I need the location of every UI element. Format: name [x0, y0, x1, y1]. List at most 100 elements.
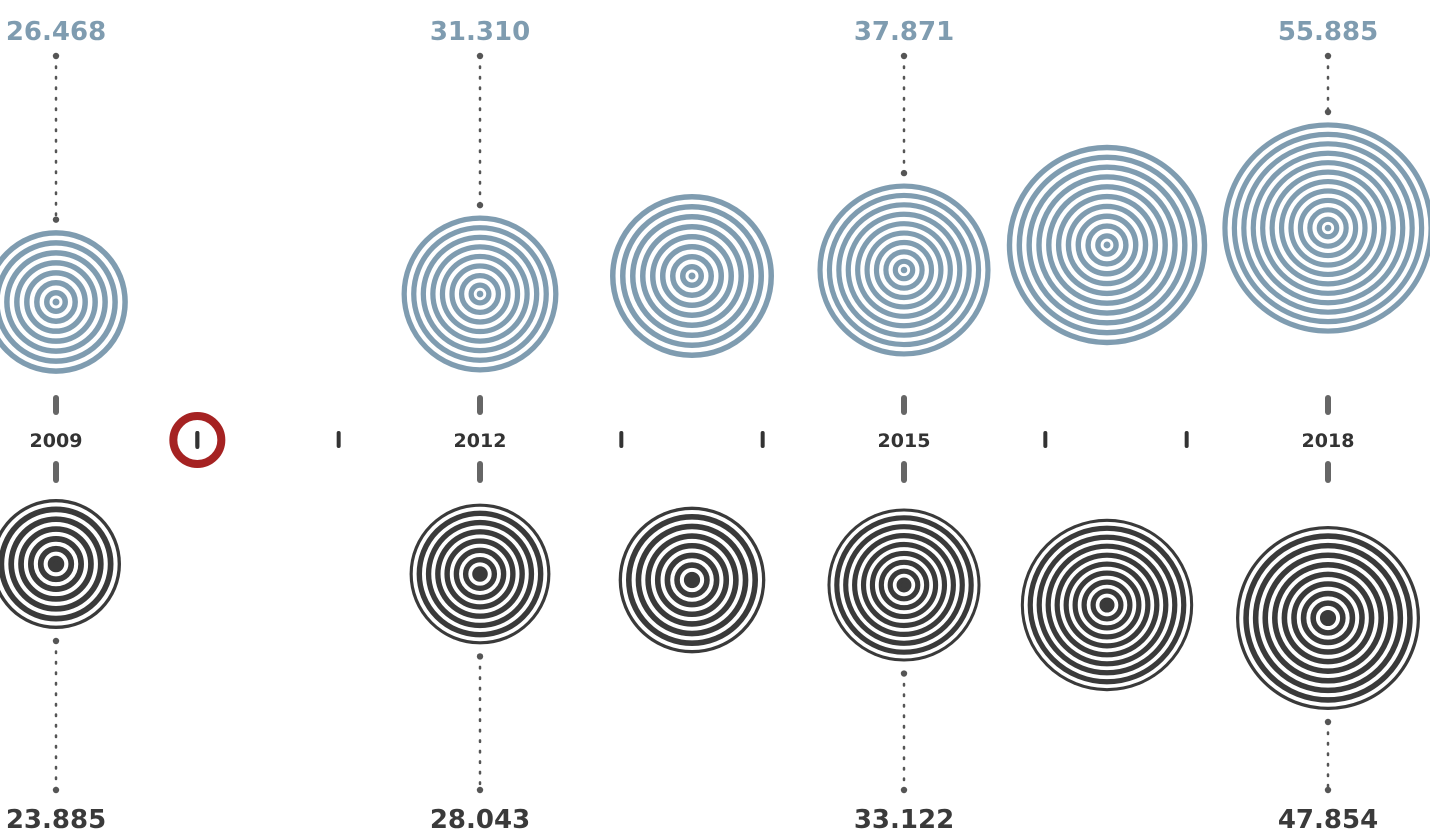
bottom-bubble-ring: [1306, 596, 1350, 640]
bottom-bubble-ring: [621, 509, 763, 651]
top-bubble-2009-ring: [44, 290, 68, 314]
top-bubble-2015-core: [900, 266, 908, 274]
bottom-bubble-ring: [449, 543, 511, 605]
top-bubble-2013-ring: [670, 254, 714, 298]
top-bubble-2018-ring: [1222, 122, 1430, 334]
top-2009-leader-end: [52, 52, 60, 60]
bottom-value-label: 28.043: [430, 805, 530, 835]
top-bubble-2018-ring: [1307, 207, 1349, 249]
bottom-bubble-ring: [660, 548, 724, 612]
top-bubble-2016-ring: [1036, 174, 1178, 316]
top-bubble-2009-ring: [34, 280, 78, 324]
top-bubble-2016-ring: [1006, 144, 1208, 346]
bottom-bubble-ring: [421, 515, 539, 633]
top-bubble-2012-ring: [411, 225, 549, 363]
top-bubble-2018-ring: [1231, 131, 1425, 325]
top-bubble-2013-ring: [650, 234, 734, 318]
top-bubble-2012-ring: [401, 215, 559, 373]
bottom-bubble-ring: [14, 522, 98, 606]
bottom-bubble-ring: [1287, 577, 1369, 659]
bottom-bubble-ring: [1032, 530, 1182, 680]
bottom-bubble-ring: [631, 519, 753, 641]
top-bubble-2018-ring: [1297, 197, 1359, 259]
bottom-bubble-ring: [1077, 575, 1137, 635]
top-bubble-2012-ring: [430, 244, 530, 344]
top-bubble-2013-ring: [610, 194, 774, 358]
top-bubble-2015-ring: [836, 202, 972, 338]
top-bubble-2018-core: [1324, 224, 1332, 232]
bottom-2009-leader-end: [52, 786, 60, 794]
bottom-bubble-ring: [1277, 567, 1379, 669]
bottom-2012-leader-end: [476, 786, 484, 794]
top-bubble-2015-ring: [845, 211, 963, 329]
bottom-bubble-ring: [857, 538, 951, 632]
bottom-bubble-ring: [459, 553, 501, 595]
bottom-bubble-ring: [1315, 605, 1341, 631]
top-bubble-2013-ring: [620, 204, 764, 348]
top-bubble-2016-ring: [1095, 233, 1119, 257]
top-bubble-2015-ring: [855, 221, 953, 319]
bottom-bubble-ring: [1023, 521, 1191, 689]
top-bubble-2018-ring: [1288, 188, 1368, 268]
bottom-2009-leader-end: [52, 637, 60, 645]
top-bubble-2018-ring: [1260, 160, 1396, 296]
bottom-bubble-ring: [1296, 586, 1360, 650]
bottom-bubble-ring: [412, 506, 548, 642]
top-bubble-2012-ring: [449, 263, 511, 325]
top-bubble-2018-ring: [1278, 178, 1378, 278]
top-bubble-2012-ring: [420, 234, 540, 354]
year-tick-label: 2012: [454, 430, 507, 452]
top-value-label: 37.871: [854, 17, 954, 47]
year-tick-label: 2009: [30, 430, 83, 452]
top-2015-leader-end: [900, 169, 908, 177]
top-value-label: 26.468: [6, 17, 106, 47]
top-bubble-2015-ring: [873, 239, 935, 301]
bottom-bubble-ring: [839, 520, 969, 650]
bottom-bubble-ring: [1068, 566, 1146, 644]
bottom-value-label: 47.854: [1278, 805, 1378, 835]
top-bubble-2013-core: [688, 272, 696, 280]
bottom-bubble-ring: [43, 551, 69, 577]
top-bubble-2016-ring: [1046, 184, 1168, 306]
bottom-bubble-ring: [848, 529, 960, 641]
bottom-bubble-core: [477, 571, 483, 577]
top-2018-leader-end: [1324, 108, 1332, 116]
bottom-value-label: 33.122: [854, 805, 954, 835]
top-bubble-2013-ring: [680, 264, 704, 288]
year-tick-label: 2018: [1302, 430, 1355, 452]
bottom-2015-leader-end: [900, 786, 908, 794]
top-bubble-2016-ring: [1016, 154, 1198, 336]
top-bubble-2009-ring: [14, 260, 98, 344]
bottom-bubble-ring: [1086, 584, 1128, 626]
bottom-bubble-ring: [468, 562, 492, 586]
bottom-bubble-ring: [866, 547, 942, 623]
bottom-2018-leader-end: [1324, 786, 1332, 794]
bottom-bubble-ring: [892, 573, 916, 597]
bottom-2012-leader-end: [476, 653, 484, 660]
bottom-bubble-ring: [874, 555, 934, 615]
top-bubble-2018-ring: [1316, 216, 1340, 240]
bottom-bubble-ring: [679, 567, 705, 593]
bottom-bubble-ring: [1050, 548, 1164, 662]
top-bubble-2016-ring: [1075, 213, 1139, 277]
bottom-bubble-ring: [1248, 538, 1408, 698]
top-value-label: 55.885: [1278, 17, 1378, 47]
top-bubble-2016-ring: [1026, 164, 1188, 326]
bottom-bubble-ring: [1095, 593, 1119, 617]
top-bubble-2018-ring: [1250, 150, 1406, 306]
top-bubble-2012-core: [476, 290, 484, 298]
bottom-bubble-ring: [650, 538, 734, 622]
top-2012-leader-end: [476, 52, 484, 60]
top-2015-leader-end: [900, 52, 908, 60]
top-bubble-2016-ring: [1085, 223, 1129, 267]
year-tick-label: 2015: [878, 430, 931, 452]
bottom-bubble-core: [52, 560, 60, 568]
top-bubble-2016-ring: [1055, 193, 1159, 297]
top-bubble-2015-ring: [883, 249, 925, 291]
bottom-bubble-core: [1324, 614, 1332, 622]
top-bubble-2018-ring: [1241, 141, 1415, 315]
top-bubble-2009-ring: [0, 230, 128, 374]
bottom-bubble-ring: [431, 525, 529, 623]
top-bubble-2015-ring: [892, 258, 916, 282]
